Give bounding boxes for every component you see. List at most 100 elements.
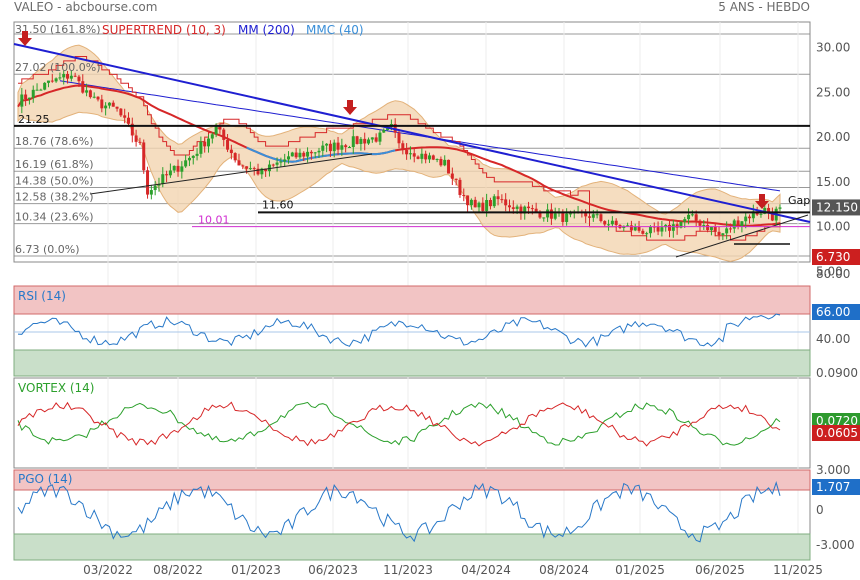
candle-body [454,178,458,180]
vortex-plus-badge: 0.0720 [816,414,858,428]
candle-body [687,214,691,220]
candle-body [671,224,675,231]
candle-body [469,199,473,206]
candle-body [626,225,630,227]
candle-body [355,136,359,144]
pgo-low-zone [13,533,811,561]
price-axis-tick: 30.00 [816,41,850,55]
candle-body [153,185,157,191]
candle-body [458,179,462,195]
candle-body [271,164,275,166]
candle-body [668,224,672,231]
mmc40-line [17,84,781,227]
vortex-minus-badge-bg [812,425,860,441]
candle-body [435,158,439,160]
x-axis-date: 04/2024 [461,563,511,577]
low-price-badge: 6.730 [816,250,850,264]
level-label-10-01: 10.01 [198,214,230,227]
candle-body [603,221,607,225]
candle-body [226,139,230,150]
candle-body [115,106,119,109]
candle-body [694,214,698,221]
candle-body [100,99,104,109]
candle-body [241,165,245,167]
support-line-1 [89,153,373,195]
candle-body [709,226,713,231]
candle-body [218,126,222,130]
candle-body [614,220,618,226]
candle-body [203,141,207,147]
candle-body [485,199,489,211]
sell-arrow-icon [18,31,32,46]
candle-body [267,164,271,172]
candle-body [187,157,191,161]
rsi-overbought-zone [13,285,811,315]
pgo-badge: 1.707 [816,480,850,494]
fib-label-5: 10.34 (23.6%) [15,211,94,224]
candle-body [62,73,66,78]
price-axis-tick: 15.00 [816,175,850,189]
x-axis-date: 01/2025 [615,563,665,577]
candle-body [119,108,123,116]
candle-body [347,147,351,149]
candle-body [439,158,443,166]
candle-body [195,153,199,156]
pgo-line [17,481,781,543]
candle-body [199,141,203,154]
candle-body [374,137,378,142]
price-axis-tick: 5.00 [816,265,843,279]
candle-body [104,105,108,109]
vortex-plus-line [17,401,781,446]
candle-body [176,165,180,172]
candle-body [488,199,492,207]
chart-header-left: VALEO - abcbourse.com [14,0,158,14]
candle-body [588,216,591,218]
candle-body [641,230,645,234]
candle-body [66,73,70,79]
x-axis-date: 11/2023 [383,563,433,577]
pgo-axis-tick: 3.000 [816,463,850,477]
level-label-21-25: 21.25 [18,113,50,126]
pgo-axis-tick: -3.000 [816,538,855,552]
candle-body [408,153,412,155]
fib-label-4: 12.58 (38.2%) [15,191,94,204]
pgo-axis-tick: 0 [816,503,824,517]
candle-body [561,212,565,222]
candle-body [287,156,291,160]
candle-body [523,206,527,214]
vortex-label: VORTEX (14) [18,381,95,395]
panel-frame-price [13,21,811,263]
rsi-line [17,313,781,348]
candle-body [340,145,344,150]
candle-body [313,152,317,154]
candle-body [214,126,218,135]
candle-body [492,196,496,207]
sell-arrow-icon [755,194,769,209]
candle-body [161,174,165,185]
candle-body [130,123,134,136]
candle-body [96,96,100,100]
candle-body [599,214,603,222]
candle-body [92,96,96,98]
candle-body [294,152,298,158]
candle-body [443,159,447,166]
candle-body [656,227,660,232]
trend-line-down [13,43,811,223]
candle-body [504,199,508,206]
candle-body [85,90,89,93]
candle-body [180,166,184,172]
candle-body [306,151,310,157]
candle-body [275,162,279,165]
candle-body [146,170,150,195]
fib-label-0: 27.02 (100.0%) [15,61,101,74]
candle-body [332,142,336,152]
candle-body [534,208,538,212]
price-axis-tick: 20.00 [816,130,850,144]
vortex-axis-tick: 0.0900 [816,366,858,380]
candle-body [427,155,431,160]
x-axis-date: 08/2024 [539,563,589,577]
candle-body [54,78,58,82]
candle-body [549,209,553,219]
